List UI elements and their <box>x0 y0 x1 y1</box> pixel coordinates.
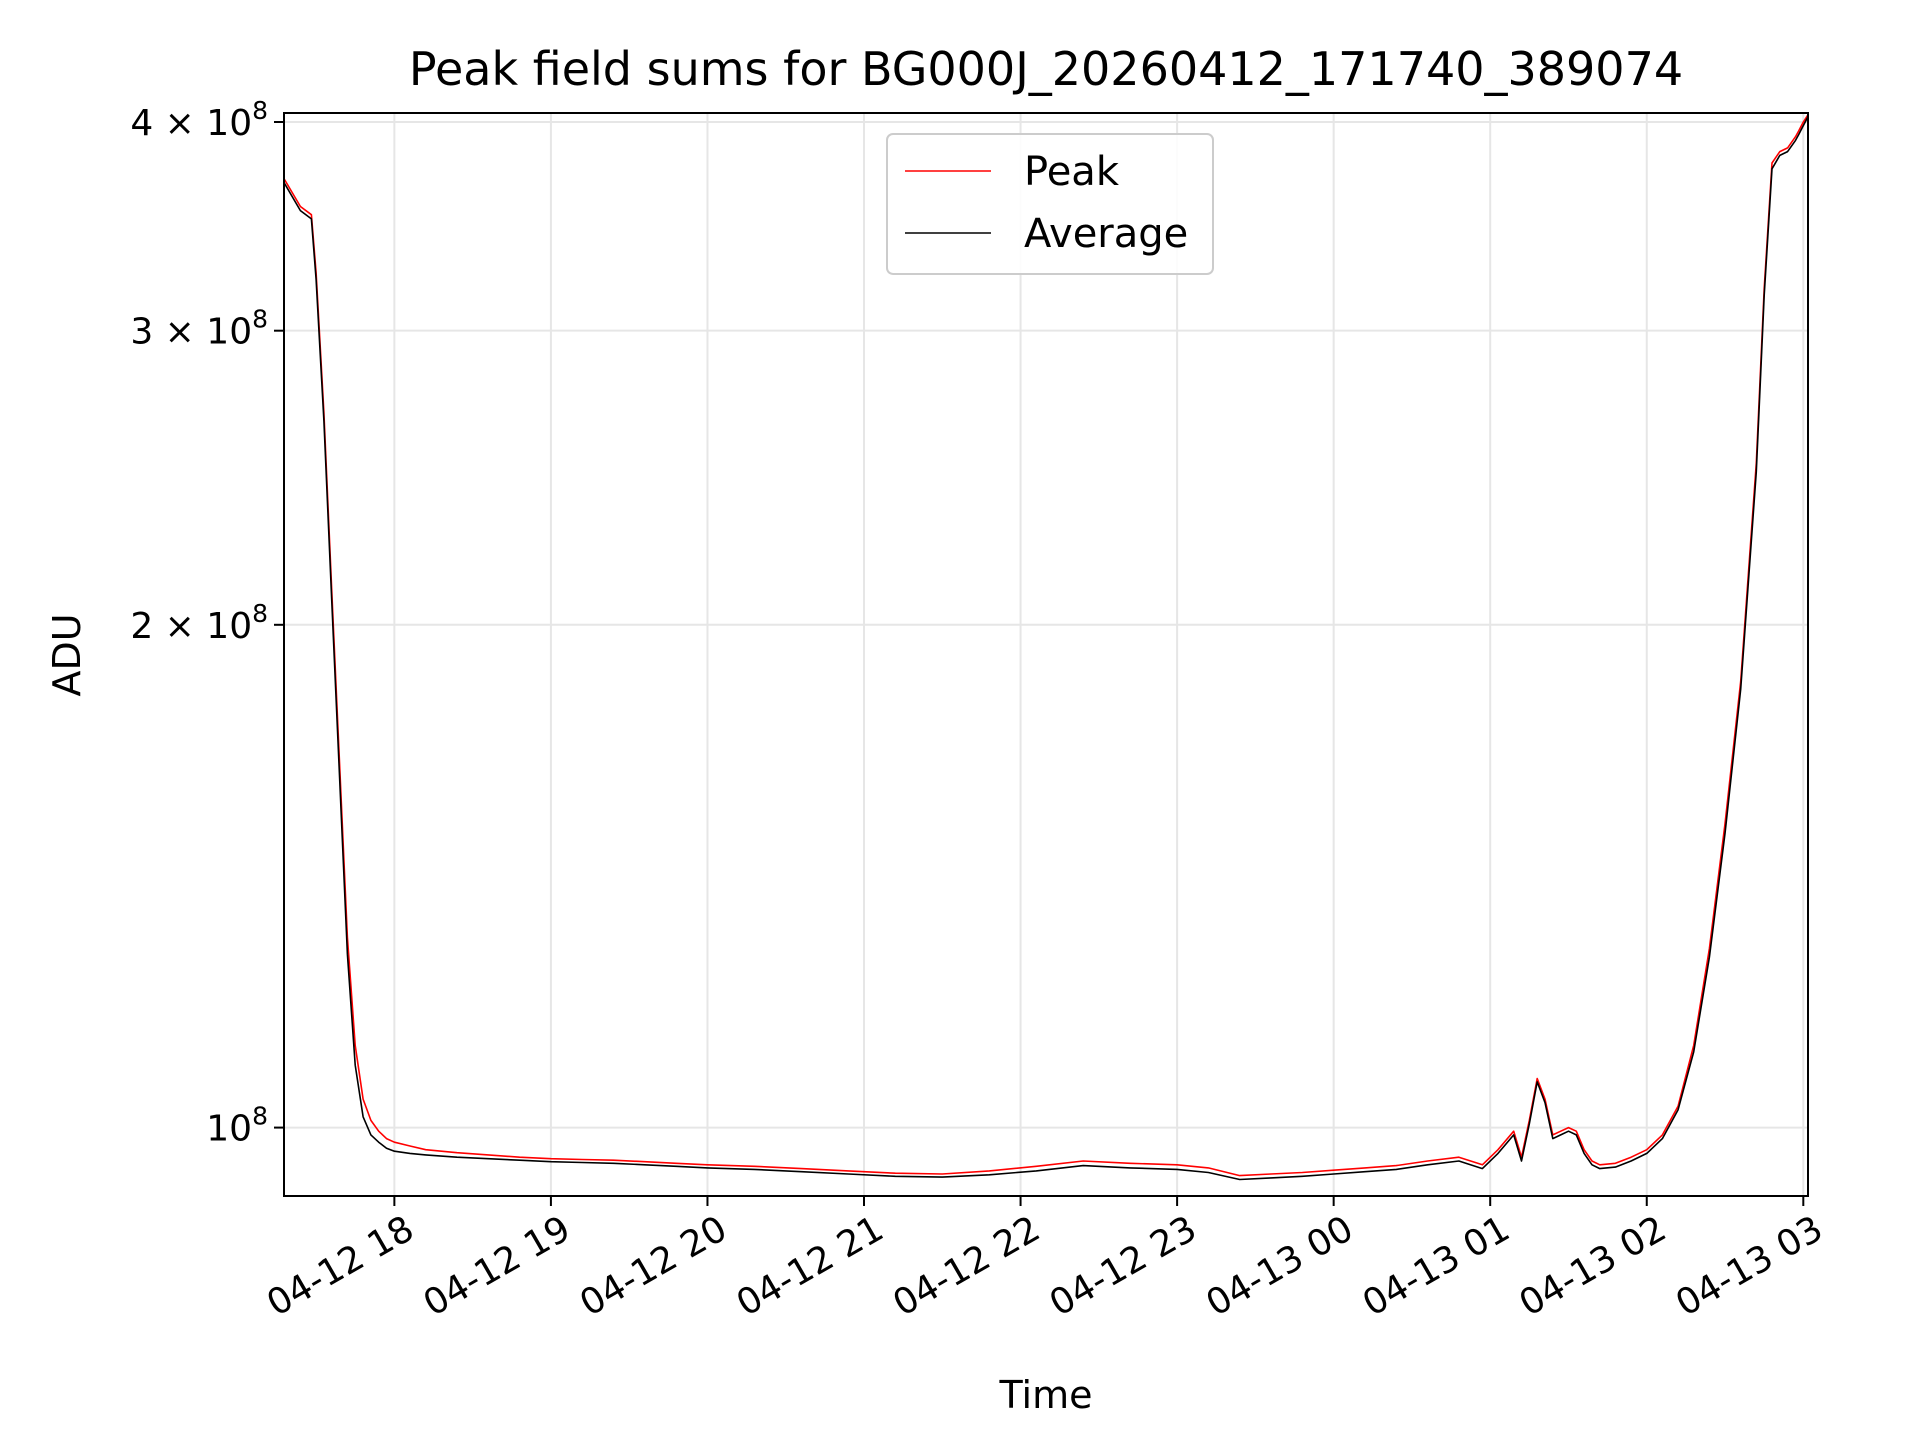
grid <box>284 113 1808 1196</box>
y-axis: 4 × 108 3 × 108 2 × 108 108 <box>130 96 284 1150</box>
y-tick-label: 4 × 108 <box>130 96 268 144</box>
y-tick-label: 2 × 108 <box>130 599 268 647</box>
series-line-average <box>284 116 1808 1181</box>
x-axis-label: Time <box>999 1373 1093 1417</box>
plot-series <box>284 114 1808 1181</box>
chart-title: Peak field sums for BG000J_20260412_1717… <box>409 42 1683 96</box>
y-axis-label: ADU <box>45 613 89 696</box>
plot-frame <box>283 112 1809 1197</box>
legend: Peak Average <box>886 133 1214 275</box>
legend-box <box>886 133 1214 275</box>
y-tick-label: 3 × 108 <box>130 305 268 353</box>
y-tick-label: 108 <box>206 1102 268 1150</box>
series-line-peak <box>284 114 1808 1177</box>
legend-label-average: Average <box>1024 211 1188 257</box>
legend-label-peak: Peak <box>1024 149 1120 195</box>
